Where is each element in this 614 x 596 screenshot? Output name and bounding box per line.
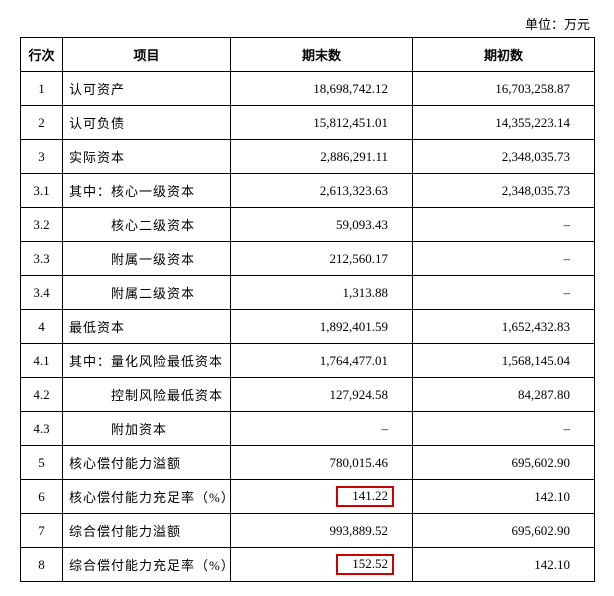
- item-name: 其中：量化风险最低资本: [63, 344, 231, 378]
- end-value: 141.22: [231, 480, 413, 514]
- table-row: 3.4 附属二级资本1,313.88–: [21, 276, 595, 310]
- table-row: 1认可资产18,698,742.1216,703,258.87: [21, 72, 595, 106]
- item-name: 附属二级资本: [63, 276, 231, 310]
- row-number: 4: [21, 310, 63, 344]
- item-name: 认可负债: [63, 106, 231, 140]
- table-row: 3.1其中：核心一级资本2,613,323.632,348,035.73: [21, 174, 595, 208]
- unit-label: 单位：万元: [20, 14, 594, 33]
- end-value: 993,889.52: [231, 514, 413, 548]
- table-row: 4.1其中：量化风险最低资本1,764,477.011,568,145.04: [21, 344, 595, 378]
- table-row: 7综合偿付能力溢额993,889.52695,602.90: [21, 514, 595, 548]
- solvency-table: 行次 项目 期末数 期初数 1认可资产18,698,742.1216,703,2…: [20, 37, 595, 582]
- end-value: 59,093.43: [231, 208, 413, 242]
- start-value: –: [413, 242, 595, 276]
- start-value: 1,568,145.04: [413, 344, 595, 378]
- row-number: 5: [21, 446, 63, 480]
- end-value: 1,892,401.59: [231, 310, 413, 344]
- start-value: 14,355,223.14: [413, 106, 595, 140]
- end-value: 780,015.46: [231, 446, 413, 480]
- table-row: 3实际资本2,886,291.112,348,035.73: [21, 140, 595, 174]
- row-number: 3.2: [21, 208, 63, 242]
- start-value: 695,602.90: [413, 446, 595, 480]
- start-value: 84,287.80: [413, 378, 595, 412]
- table-header-row: 行次 项目 期末数 期初数: [21, 38, 595, 72]
- item-name: 综合偿付能力溢额: [63, 514, 231, 548]
- start-value: 16,703,258.87: [413, 72, 595, 106]
- start-value: –: [413, 208, 595, 242]
- item-name: 其中：核心一级资本: [63, 174, 231, 208]
- row-number: 4.2: [21, 378, 63, 412]
- table-row: 6核心偿付能力充足率（%）141.22142.10: [21, 480, 595, 514]
- row-number: 3.1: [21, 174, 63, 208]
- end-value: 127,924.58: [231, 378, 413, 412]
- item-name: 实际资本: [63, 140, 231, 174]
- end-value: 212,560.17: [231, 242, 413, 276]
- item-name: 核心偿付能力溢额: [63, 446, 231, 480]
- table-row: 8综合偿付能力充足率（%）152.52142.10: [21, 548, 595, 582]
- header-end: 期末数: [231, 38, 413, 72]
- row-number: 4.3: [21, 412, 63, 446]
- row-number: 1: [21, 72, 63, 106]
- item-name: 控制风险最低资本: [63, 378, 231, 412]
- row-number: 8: [21, 548, 63, 582]
- end-value: 1,764,477.01: [231, 344, 413, 378]
- end-value: 152.52: [231, 548, 413, 582]
- table-row: 2认可负债15,812,451.0114,355,223.14: [21, 106, 595, 140]
- start-value: 1,652,432.83: [413, 310, 595, 344]
- row-number: 6: [21, 480, 63, 514]
- item-name: 核心二级资本: [63, 208, 231, 242]
- row-number: 3.4: [21, 276, 63, 310]
- table-row: 4最低资本1,892,401.591,652,432.83: [21, 310, 595, 344]
- end-value: 1,313.88: [231, 276, 413, 310]
- item-name: 认可资产: [63, 72, 231, 106]
- start-value: 2,348,035.73: [413, 174, 595, 208]
- start-value: –: [413, 276, 595, 310]
- end-value: 2,886,291.11: [231, 140, 413, 174]
- header-item: 项目: [63, 38, 231, 72]
- row-number: 4.1: [21, 344, 63, 378]
- table-row: 5核心偿付能力溢额780,015.46695,602.90: [21, 446, 595, 480]
- table-row: 4.2 控制风险最低资本127,924.5884,287.80: [21, 378, 595, 412]
- table-row: 3.3 附属一级资本212,560.17–: [21, 242, 595, 276]
- start-value: 142.10: [413, 480, 595, 514]
- start-value: –: [413, 412, 595, 446]
- end-value: 15,812,451.01: [231, 106, 413, 140]
- start-value: 142.10: [413, 548, 595, 582]
- header-rownum: 行次: [21, 38, 63, 72]
- row-number: 3: [21, 140, 63, 174]
- end-value: 2,613,323.63: [231, 174, 413, 208]
- item-name: 最低资本: [63, 310, 231, 344]
- end-value: 18,698,742.12: [231, 72, 413, 106]
- item-name: 核心偿付能力充足率（%）: [63, 480, 231, 514]
- table-row: 3.2 核心二级资本59,093.43–: [21, 208, 595, 242]
- header-start: 期初数: [413, 38, 595, 72]
- row-number: 3.3: [21, 242, 63, 276]
- end-value: –: [231, 412, 413, 446]
- row-number: 7: [21, 514, 63, 548]
- item-name: 综合偿付能力充足率（%）: [63, 548, 231, 582]
- row-number: 2: [21, 106, 63, 140]
- table-row: 4.3 附加资本––: [21, 412, 595, 446]
- start-value: 695,602.90: [413, 514, 595, 548]
- item-name: 附加资本: [63, 412, 231, 446]
- start-value: 2,348,035.73: [413, 140, 595, 174]
- item-name: 附属一级资本: [63, 242, 231, 276]
